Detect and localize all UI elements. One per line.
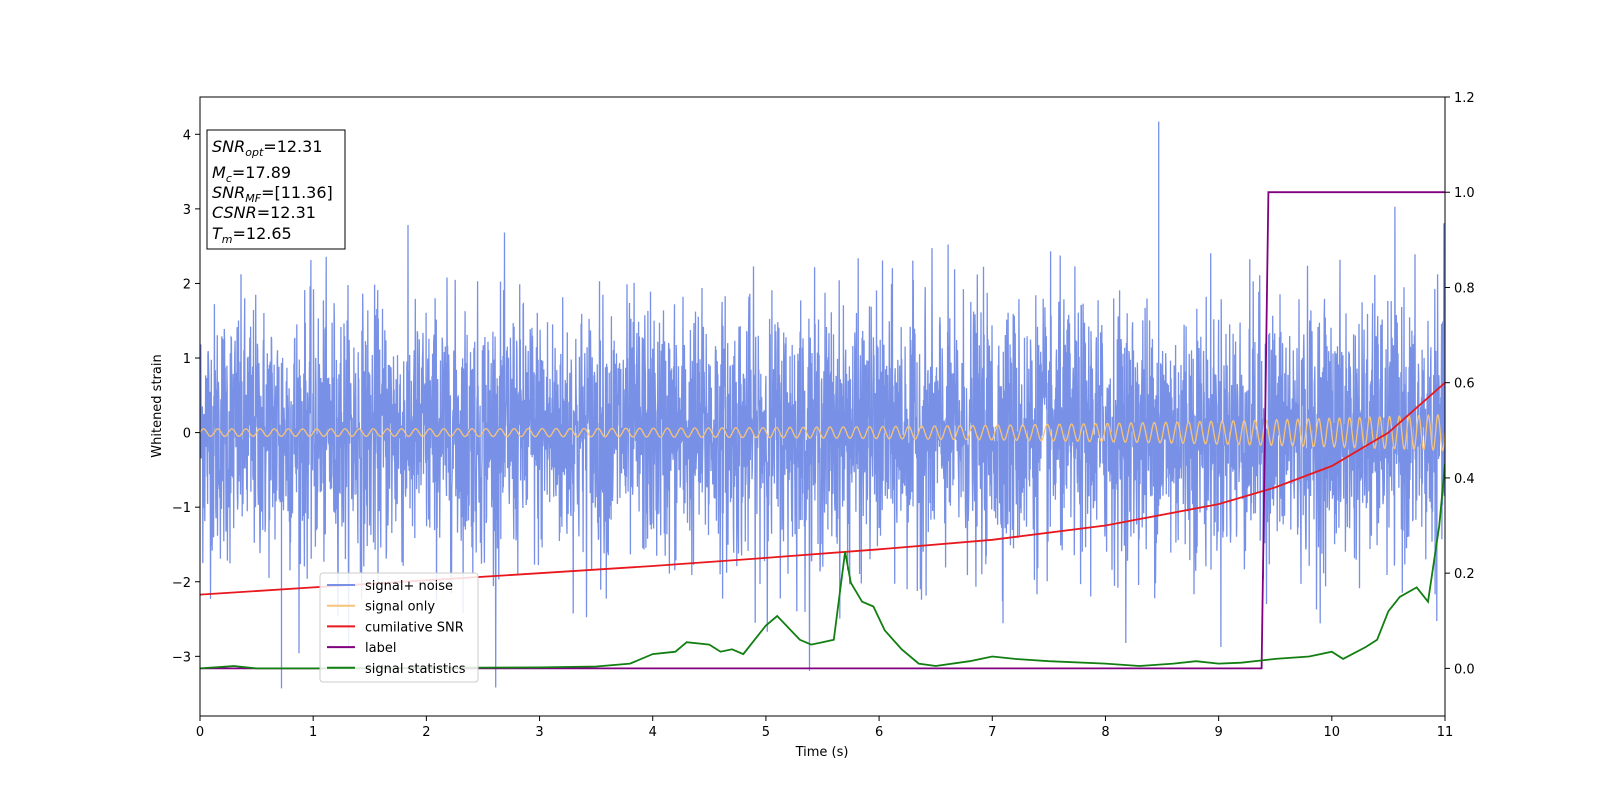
series-signal-noise-line (200, 121, 1445, 689)
annotation-box: SNRopt=12.31 Mc=17.89SNRMF=[11.36]CSNR=12… (206, 129, 346, 250)
annotation-frame (206, 129, 346, 250)
legend-frame (319, 572, 479, 683)
x-tick-label: 5 (762, 725, 770, 740)
x-tick-label: 6 (875, 725, 883, 740)
annotation-line: CSNR=12.31 (212, 203, 316, 222)
series-signal-statistics-line (200, 463, 1445, 670)
legend-label: label (365, 641, 396, 656)
x-tick-label: 2 (422, 725, 430, 740)
x-tick-label: 0 (196, 725, 204, 740)
legend-label: signal+ noise (365, 579, 453, 594)
y-tick-label-left: 2 (183, 277, 191, 292)
y-tick-label-left: 4 (183, 128, 191, 143)
x-tick-label: 10 (1324, 725, 1341, 740)
x-tick-label: 8 (1101, 725, 1109, 740)
x-tick-label: 11 (1437, 725, 1454, 740)
series-label-line (200, 191, 1445, 670)
y-tick-label-right: 0.4 (1454, 472, 1475, 487)
y-tick-label-left: −2 (172, 576, 191, 591)
x-tick-label: 9 (1214, 725, 1222, 740)
annotation-line: Tm=12.65 (212, 224, 292, 246)
plot-frame (199, 96, 1446, 717)
y-tick-label-right: 1.2 (1454, 91, 1475, 106)
annotation-line: SNRMF=[11.36] (212, 183, 333, 205)
legend-label: cumilative SNR (365, 620, 464, 635)
y-tick-label-left: 1 (183, 352, 191, 367)
x-tick-label: 4 (649, 725, 657, 740)
x-tick-label: 3 (535, 725, 543, 740)
x-axis-label: Time (s) (795, 745, 849, 760)
y-tick-label-left: 0 (183, 427, 191, 442)
legend-label: signal only (365, 600, 435, 615)
annotation-line: Mc=17.89 (212, 163, 291, 185)
x-tick-label: 7 (988, 725, 996, 740)
y-tick-label-right: 0.6 (1454, 377, 1475, 392)
axes: 0 1 2 3 4 5 6 7 8 9 10 11 −3 −2 −1 0 1 2 3 4 0.0 0.2 0.4 0.6 0.8… (172, 91, 1475, 740)
y-tick-label-left: −3 (172, 650, 191, 665)
y-tick-label-right: 1.0 (1454, 186, 1475, 201)
y-tick-label-left: −1 (172, 501, 191, 516)
y-tick-label-right: 0.8 (1454, 281, 1475, 296)
y-tick-label-right: 0.2 (1454, 567, 1475, 582)
y-tick-label-left: 3 (183, 203, 191, 218)
series-signal-only-line (200, 413, 1445, 452)
legend: signal+ noise signal only cumilative SNR la… (319, 572, 479, 683)
legend-label: signal statistics (365, 662, 466, 677)
x-tick-label: 1 (309, 725, 317, 740)
y-axis-label: Whitened strain (150, 354, 165, 457)
y-tick-label-right: 0.0 (1454, 662, 1475, 677)
annotation-line: SNRopt=12.31 (212, 137, 323, 159)
